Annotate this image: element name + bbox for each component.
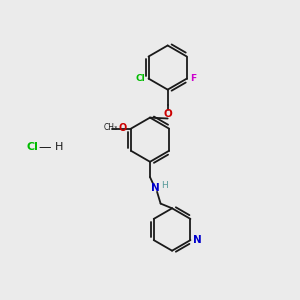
Text: Cl: Cl bbox=[135, 74, 145, 83]
Text: O: O bbox=[163, 110, 172, 119]
Text: H: H bbox=[55, 142, 64, 152]
Text: F: F bbox=[190, 74, 196, 83]
Text: N: N bbox=[151, 183, 160, 193]
Text: O: O bbox=[118, 123, 127, 133]
Text: N: N bbox=[194, 235, 202, 245]
Text: CH₃: CH₃ bbox=[104, 123, 118, 132]
Text: H: H bbox=[161, 181, 168, 190]
Text: —: — bbox=[39, 141, 51, 154]
Text: Cl: Cl bbox=[26, 142, 38, 152]
